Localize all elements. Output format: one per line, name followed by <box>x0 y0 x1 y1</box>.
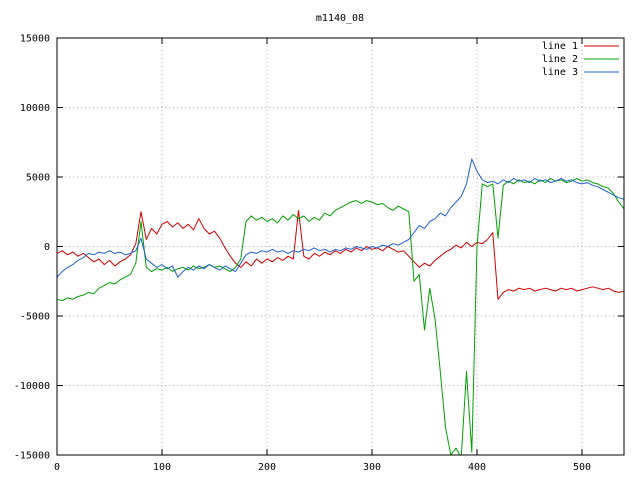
series-line-1 <box>57 209 624 300</box>
x-tick-label: 500 <box>573 462 591 473</box>
series-layer <box>57 158 624 455</box>
x-tick-label: 0 <box>54 462 60 473</box>
y-tick-label: 10000 <box>20 103 50 114</box>
series-line-3 <box>57 158 624 278</box>
grid-layer <box>56 37 624 456</box>
legend-label: line 1 <box>542 41 578 52</box>
axes-layer: 0 100 200 300 400 500 -15000 -10000 -5000 0 5000 10… <box>14 34 625 473</box>
y-tick-label: 5000 <box>26 173 50 184</box>
series-line-2 <box>57 177 624 455</box>
legend: line 1 line 2 line 3 <box>542 41 619 78</box>
y-tick-label: -15000 <box>14 451 50 462</box>
x-tick-label: 100 <box>153 462 171 473</box>
plot-border <box>56 37 625 456</box>
y-tick-label: 15000 <box>20 34 50 45</box>
y-tick-label: -10000 <box>14 381 50 392</box>
y-tick-label: 0 <box>44 242 50 253</box>
legend-label: line 2 <box>542 54 578 65</box>
x-tick-label: 400 <box>468 462 486 473</box>
x-tick-label: 300 <box>363 462 381 473</box>
y-tick-label: -5000 <box>20 312 50 323</box>
legend-label: line 3 <box>542 67 578 78</box>
chart-title: m1140_08 <box>316 13 364 24</box>
x-tick-label: 200 <box>258 462 276 473</box>
